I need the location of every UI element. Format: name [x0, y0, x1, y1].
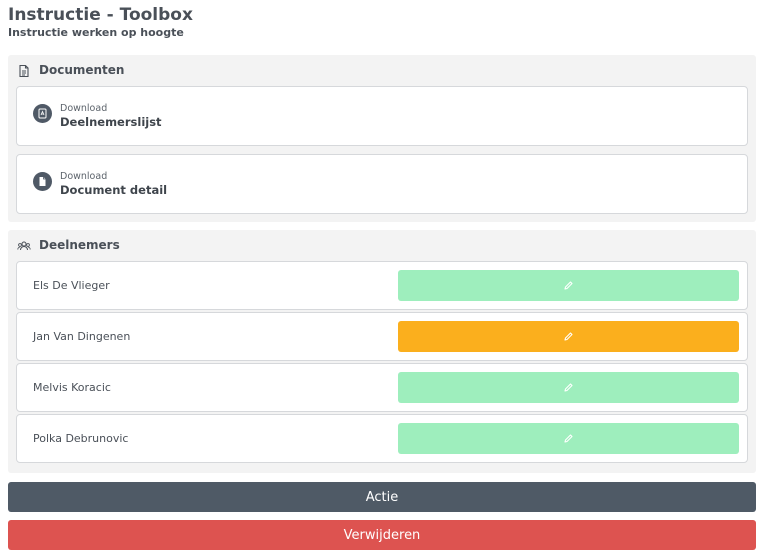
- participants-panel: Deelnemers Els De Vlieger Jan Van Dingen…: [8, 230, 756, 473]
- pdf-icon: [33, 104, 52, 123]
- participant-name: Jan Van Dingenen: [33, 330, 131, 343]
- participant-name: Melvis Koracic: [33, 381, 111, 394]
- pencil-icon: [563, 327, 574, 346]
- file-icon: [33, 172, 52, 191]
- edit-participant-button[interactable]: [398, 321, 739, 352]
- participant-name: Els De Vlieger: [33, 279, 110, 292]
- page-header: Instructie - Toolbox Instructie werken o…: [8, 5, 193, 40]
- edit-participant-button[interactable]: [398, 423, 739, 454]
- download-label: Download: [60, 103, 108, 114]
- actie-button[interactable]: Actie: [8, 482, 756, 512]
- download-label: Download: [60, 171, 108, 182]
- documents-header: Documenten: [17, 63, 125, 78]
- pencil-icon: [563, 378, 574, 397]
- pencil-icon: [563, 429, 574, 448]
- participant-row: Els De Vlieger: [16, 261, 748, 310]
- page-title: Instructie - Toolbox: [8, 5, 193, 25]
- documents-panel: Documenten Download Deelnemerslijst Down…: [8, 55, 756, 222]
- document-icon: [17, 63, 31, 78]
- participants-heading: Deelnemers: [39, 238, 120, 252]
- participant-row: Polka Debrunovic: [16, 414, 748, 463]
- download-deelnemerslijst[interactable]: Download Deelnemerslijst: [16, 86, 748, 146]
- edit-participant-button[interactable]: [398, 372, 739, 403]
- page-subtitle: Instructie werken op hoogte: [8, 26, 184, 39]
- document-name[interactable]: Document detail: [60, 183, 168, 197]
- download-document-detail[interactable]: Download Document detail: [16, 154, 748, 214]
- participant-row: Melvis Koracic: [16, 363, 748, 412]
- edit-participant-button[interactable]: [398, 270, 739, 301]
- delete-button[interactable]: Verwijderen: [8, 520, 756, 550]
- participant-row: Jan Van Dingenen: [16, 312, 748, 361]
- document-name[interactable]: Deelnemerslijst: [60, 115, 162, 129]
- documents-heading: Documenten: [39, 63, 125, 77]
- pencil-icon: [563, 276, 574, 295]
- people-icon: [17, 238, 31, 252]
- participant-name: Polka Debrunovic: [33, 432, 129, 445]
- participants-header: Deelnemers: [17, 238, 120, 252]
